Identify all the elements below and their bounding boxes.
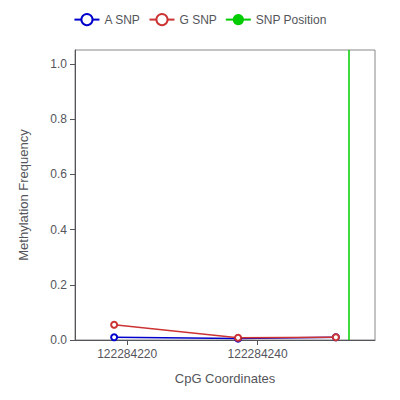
svg-text:A SNP: A SNP xyxy=(104,13,139,27)
svg-text:0.8: 0.8 xyxy=(50,112,67,126)
svg-text:CpG Coordinates: CpG Coordinates xyxy=(175,371,276,386)
svg-text:SNP Position: SNP Position xyxy=(256,13,326,27)
svg-text:0.0: 0.0 xyxy=(50,333,67,347)
svg-text:0.4: 0.4 xyxy=(50,223,67,237)
svg-text:122284220: 122284220 xyxy=(97,347,157,361)
svg-text:122284240: 122284240 xyxy=(228,347,288,361)
svg-text:1.0: 1.0 xyxy=(50,57,67,71)
svg-text:G SNP: G SNP xyxy=(179,13,216,27)
svg-text:0.6: 0.6 xyxy=(50,167,67,181)
svg-text:0.2: 0.2 xyxy=(50,278,67,292)
svg-text:Methylation Frequency: Methylation Frequency xyxy=(16,129,31,261)
